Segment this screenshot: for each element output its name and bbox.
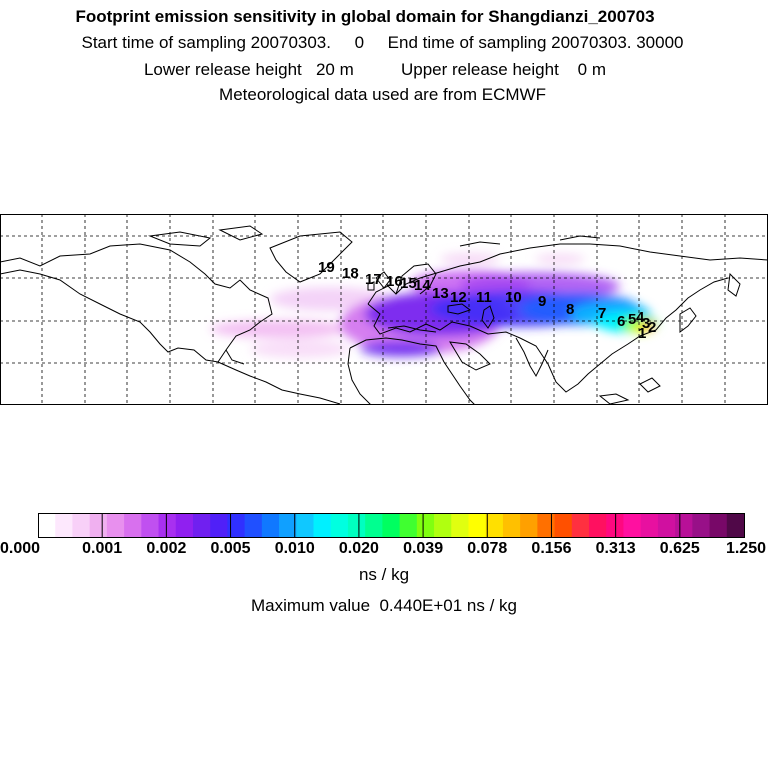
colorbar-cell [468,513,487,537]
colorbar-cell [124,513,142,537]
colorbar-tick-label: 0.005 [211,540,251,557]
colorbar-cell [657,513,676,537]
colorbar-cell [55,513,74,537]
colorbar-cell [692,513,711,537]
release-height-line: Lower release height 20 m Upper release … [143,60,607,79]
point-label-14: 14 [414,277,431,294]
colorbar-cell [726,513,745,537]
colorbar-cell [382,513,401,537]
point-label-19: 19 [318,259,335,276]
colorbar-cell [589,513,607,537]
colorbar-tick-label: 0.020 [339,540,379,557]
colorbar-tick-label: 0.001 [82,540,122,557]
colorbar-cell [210,513,229,537]
colorbar-tick-label: 0.313 [596,540,636,557]
colorbar-cell [106,513,125,537]
colorbar-tick-label: 1.250 [726,540,766,557]
colorbar-cell [313,513,332,537]
colorbar-cell [520,513,538,537]
colorbar-frame [38,513,745,538]
point-label-11: 11 [476,289,492,306]
colorbar: 0.000 0.001 0.002 0.005 0.010 0.020 0.039 0.078… [0,513,766,557]
footprint-map: 19 18 17 16 15 14 13 12 11 10 9 8 7 6 5 … [0,214,768,405]
colorbar-tick-label: 0.002 [146,540,186,557]
colorbar-tick-label: 0.156 [531,540,571,557]
point-label-5: 5 [628,311,636,328]
colorbar-cell [571,513,590,537]
point-label-6: 6 [617,313,625,330]
point-label-15: 15 [400,275,417,292]
point-label-1: 1 [638,325,646,342]
colorbar-cell [89,513,108,537]
point-label-9: 9 [538,293,546,310]
trajectory-labels: 19 18 17 16 15 14 13 12 11 10 9 8 7 6 5 … [318,259,656,342]
colorbar-cell [192,513,211,537]
coastlines [0,225,768,404]
point-label-3: 3 [642,315,650,332]
colorbar-cell [365,513,383,537]
point-label-7: 7 [598,305,606,322]
colorbar-cell [416,513,435,537]
colorbar-cell [227,513,246,537]
colorbar-cell [158,513,177,537]
colorbar-cell [296,513,315,537]
map-title: Footprint emission sensitivity in global… [75,7,655,26]
colorbar-cell [623,513,642,537]
point-label-4: 4 [636,309,645,326]
colorbar-cell [485,513,504,537]
colorbar-cell [537,513,556,537]
sensitivity-plume [210,253,658,358]
colorbar-tick-label: 0.625 [660,540,700,557]
colorbar-cell [399,513,418,537]
colorbar-labels: 0.000 0.001 0.002 0.005 0.010 0.020 0.039 0.078… [0,540,766,557]
colorbar-tick-label: 0.010 [275,540,315,557]
colorbar-cell [451,513,470,537]
point-label-17: 17 [365,271,382,288]
colorbar-cell [554,513,573,537]
colorbar-tick-label: 0.078 [467,540,507,557]
colorbar-cell [141,513,160,537]
point-label-12: 12 [450,289,467,306]
colorbar-cell [675,513,693,537]
colorbar-cell [709,513,728,537]
colorbar-unit: ns / kg [358,565,410,584]
point-label-2: 2 [648,319,656,336]
point-label-8: 8 [566,301,574,318]
colorbar-cell [347,513,366,537]
colorbar-ticks [101,513,681,537]
sampling-time-line: Start time of sampling 20070303. 0 End t… [81,33,684,52]
colorbar-cell [261,513,280,537]
colorbar-cell [38,513,56,537]
colorbar-cells [38,513,745,537]
graticule [0,214,768,404]
colorbar-cell [640,513,659,537]
colorbar-cell [72,513,91,537]
colorbar-tick-label: 0.039 [403,540,443,557]
colorbar-cell [244,513,263,537]
colorbar-cell [330,513,349,537]
maximum-value-text: Maximum value 0.440E+01 ns / kg [251,596,517,615]
colorbar-cell [279,513,297,537]
meteo-data-line: Meteorological data used are from ECMWF [219,85,546,104]
point-label-13: 13 [432,285,449,302]
point-label-10: 10 [505,289,522,306]
colorbar-cell [502,513,521,537]
colorbar-cell [434,513,452,537]
colorbar-tick-label: 0.000 [0,540,40,557]
point-label-16: 16 [386,273,403,290]
colorbar-cell [175,513,194,537]
point-label-18: 18 [342,265,359,282]
